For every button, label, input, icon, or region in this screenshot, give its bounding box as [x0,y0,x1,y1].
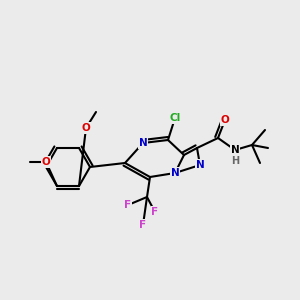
Text: O: O [220,115,230,125]
Text: F: F [152,207,159,217]
Text: Cl: Cl [169,113,181,123]
Text: F: F [140,220,147,230]
Text: O: O [82,123,90,133]
Text: N: N [231,145,239,155]
Text: N: N [196,160,204,170]
Text: F: F [124,200,132,210]
Text: N: N [171,168,179,178]
Text: N: N [139,138,147,148]
Text: O: O [42,157,50,167]
Text: H: H [231,156,239,166]
